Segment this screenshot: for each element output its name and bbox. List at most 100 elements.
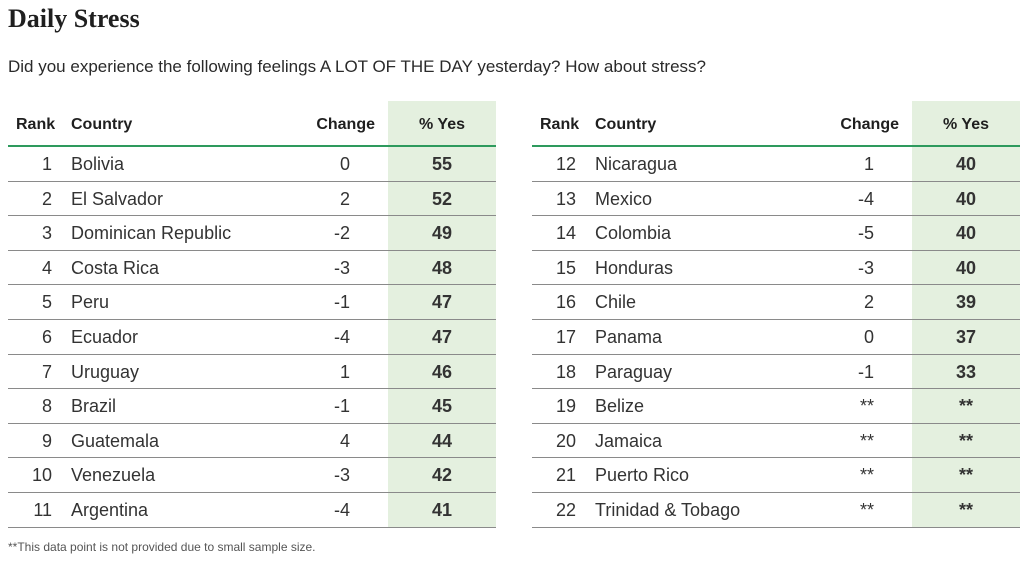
country-cell: Ecuador [71,326,139,347]
pct-yes-cell: 52 [431,188,453,209]
rank-cell: 8 [41,396,52,417]
country-cell: Uruguay [71,361,140,382]
country-cell: Belize [595,396,645,417]
country-cell: Mexico [595,188,653,209]
country-cell: Puerto Rico [595,465,690,486]
pct-yes-cell: 45 [431,396,453,417]
pct-yes-cell: 40 [955,223,977,244]
country-cell: Colombia [595,223,672,244]
table-row: 9 Guatemala 4 44 [8,424,496,459]
country-cell: Paraguay [595,361,673,382]
country-cell: Dominican Republic [71,223,232,244]
pct-yes-cell: ** [958,430,973,451]
ranking-table-left: Rank Country Change % Yes 1 Bolivia 0 55 2 El… [8,101,496,528]
pct-yes-cell: 40 [955,257,977,278]
rank-cell: 10 [31,465,52,486]
rank-cell: 3 [41,223,52,244]
pct-yes-cell: 39 [955,292,977,313]
table-row: 15 Honduras -3 40 [532,251,1020,286]
pct-yes-cell: 40 [955,154,977,174]
pct-yes-cell: 48 [431,257,453,278]
header-pct-yes: % Yes [943,116,989,133]
country-cell: Bolivia [71,154,125,174]
change-cell: -1 [333,396,350,417]
table-row: 6 Ecuador -4 47 [8,320,496,355]
pct-yes-cell: 33 [955,361,977,382]
header-pct-yes: % Yes [419,116,465,133]
pct-column-highlight [388,101,496,528]
page-subtitle: Did you experience the following feeling… [8,57,706,76]
rank-cell: 4 [41,257,52,278]
table-row: 22 Trinidad & Tobago ** ** [532,493,1020,528]
table-row: 13 Mexico -4 40 [532,182,1020,217]
table-row: 5 Peru -1 47 [8,285,496,320]
change-cell: 0 [863,326,874,347]
pct-yes-cell: 42 [431,465,453,486]
pct-yes-cell: 47 [431,292,453,313]
rank-cell: 7 [41,361,52,382]
country-cell: Argentina [71,499,149,520]
table-row: 17 Panama 0 37 [532,320,1020,355]
country-cell: Jamaica [595,430,663,451]
table-row: 14 Colombia -5 40 [532,216,1020,251]
header-rank: Rank [16,116,56,133]
change-cell: ** [859,396,874,417]
table-row: 10 Venezuela -3 42 [8,458,496,493]
rank-cell: 13 [555,188,576,209]
change-cell: -3 [857,257,874,278]
change-cell: -2 [333,223,350,244]
change-cell: 1 [863,154,874,174]
pct-yes-cell: 47 [431,326,453,347]
change-cell: 4 [339,430,350,451]
header-change: Change [840,116,899,133]
pct-yes-cell: 44 [431,430,453,451]
footnote: **This data point is not provided due to… [8,540,316,554]
change-cell: 2 [339,188,350,209]
rank-cell: 6 [41,326,52,347]
rank-cell: 21 [555,465,576,486]
pct-yes-cell: ** [958,465,973,486]
header-change: Change [316,116,375,133]
table-body: 12 Nicaragua 1 40 13 Mexico -4 40 14 Colombia -5 40… [532,147,1020,528]
change-cell: ** [859,465,874,486]
pct-yes-cell: 55 [431,154,453,174]
header-rank: Rank [540,116,580,133]
table-row: 18 Paraguay -1 33 [532,355,1020,390]
rank-cell: 9 [41,430,52,451]
rank-cell: 19 [555,396,576,417]
change-cell: -4 [333,499,350,520]
rank-cell: 14 [555,223,576,244]
table-row: 11 Argentina -4 41 [8,493,496,528]
rank-cell: 20 [555,430,576,451]
rank-cell: 18 [555,361,576,382]
change-cell: 1 [339,361,350,382]
country-cell: Panama [595,326,663,347]
rank-cell: 5 [41,292,52,313]
rank-cell: 12 [555,154,576,174]
pct-yes-cell: ** [958,396,973,417]
change-cell: -4 [333,326,350,347]
page-title: Daily Stress [8,4,140,33]
table-body: 1 Bolivia 0 55 2 El Salvador 2 52 3 Dominican Rep… [8,147,496,528]
country-cell: Chile [595,292,637,313]
rank-cell: 16 [555,292,576,313]
pct-yes-cell: 49 [431,223,453,244]
table-row: 16 Chile 2 39 [532,285,1020,320]
ranking-table-right: Rank Country Change % Yes 12 Nicaragua 1 40… [532,101,1020,528]
pct-yes-cell: 41 [431,499,453,520]
pct-yes-cell: 46 [431,361,453,382]
change-cell: 2 [863,292,874,313]
pct-column-highlight [912,101,1020,528]
country-cell: Nicaragua [595,154,678,174]
rank-cell: 1 [41,154,52,174]
table-row: 1 Bolivia 0 55 [8,147,496,182]
change-cell: -1 [333,292,350,313]
table-row: 7 Uruguay 1 46 [8,355,496,390]
rank-cell: 17 [555,326,576,347]
table-header: Rank Country Change % Yes [532,101,1020,147]
country-cell: Trinidad & Tobago [595,499,741,520]
change-cell: -3 [333,465,350,486]
rank-cell: 15 [555,257,576,278]
pct-yes-cell: 37 [955,326,977,347]
table-row: 12 Nicaragua 1 40 [532,147,1020,182]
